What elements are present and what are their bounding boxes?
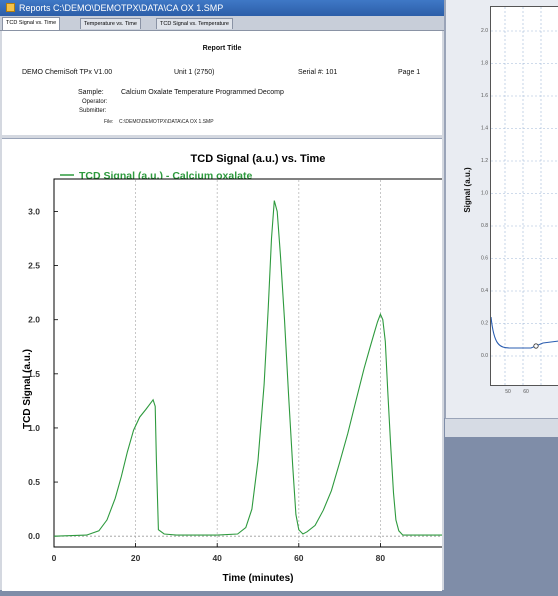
y-tick-label: 3.0 xyxy=(28,206,40,216)
series-line-calcium-oxalate xyxy=(53,200,462,537)
background-window-status-bar xyxy=(445,418,558,437)
serial-number: Serial #: 101 xyxy=(298,69,338,76)
x-tick-label: 20 xyxy=(131,553,141,563)
report-title: Report Title xyxy=(202,45,242,52)
x-tick-label: 40 xyxy=(212,553,222,563)
background-y-tick-label: 0.0 xyxy=(481,353,488,359)
background-data-marker xyxy=(533,343,539,349)
background-y-tick-label: 0.4 xyxy=(481,288,488,294)
background-y-tick-label: 1.4 xyxy=(481,126,488,132)
background-chart-xticks: 50 60 xyxy=(505,389,529,395)
x-tick-label: 80 xyxy=(376,553,386,563)
y-tick-label: 2.5 xyxy=(28,261,40,271)
y-tick-label: 1.5 xyxy=(28,369,40,379)
background-y-tick-label: 1.6 xyxy=(481,93,488,99)
background-chart-plot-area xyxy=(490,6,558,386)
x-axis-label: Time (minutes) xyxy=(223,573,294,584)
y-tick-label: 0.0 xyxy=(28,531,40,541)
background-y-tick-label: 2.0 xyxy=(481,28,488,34)
background-chart-yticks: 2.0 1.8 1.6 1.4 1.2 1.0 0.8 0.6 0.4 0.2 0.0 xyxy=(481,28,488,359)
software-version: DEMO ChemiSoft TPx V1.00 xyxy=(22,69,113,76)
window-title: Reports C:\DEMO\DEMOTPX\DATA\CA OX 1.SMP xyxy=(19,3,224,13)
background-y-tick-label: 1.2 xyxy=(481,158,488,164)
page-number: Page 1 xyxy=(398,69,421,76)
sample-label: Sample: xyxy=(78,89,104,96)
background-report-window[interactable]: Signal (a.u.) 2.0 1.8 1.6 1.4 1.2 1.0 0.8 0.6 0.… xyxy=(444,0,558,418)
chart-panel: TCD Signal (a.u.) vs. Time TCD Signal (a… xyxy=(2,138,469,591)
sample-value: Calcium Oxalate Temperature Programmed D… xyxy=(121,89,284,96)
background-y-tick-label: 0.8 xyxy=(481,223,488,229)
y-tick-label: 2.0 xyxy=(28,315,40,325)
report-header: Report Title DEMO ChemiSoft TPx V1.00 Un… xyxy=(2,31,442,135)
background-chart: Signal (a.u.) 2.0 1.8 1.6 1.4 1.2 1.0 0.8 0.6 0.… xyxy=(463,28,529,395)
tab-strip: TCD Signal vs. Time Temperature vs. Time… xyxy=(0,16,444,31)
background-chart-ylabel: Signal (a.u.) xyxy=(463,167,472,213)
operator-label: Operator: xyxy=(82,99,108,105)
x-tick-label: 0 xyxy=(52,553,57,563)
file-label: File: xyxy=(104,119,114,125)
report-icon xyxy=(6,3,15,12)
tcd-signal-chart: TCD Signal (a.u.) vs. Time TCD Signal (a… xyxy=(22,153,469,584)
submitter-label: Submitter: xyxy=(79,108,107,114)
background-y-tick-label: 1.0 xyxy=(481,191,488,197)
window-title-bar[interactable]: Reports C:\DEMO\DEMOTPX\DATA\CA OX 1.SMP xyxy=(0,0,444,16)
background-series-line xyxy=(490,316,558,349)
tab-tcd-signal-vs-time[interactable]: TCD Signal vs. Time xyxy=(2,17,61,30)
y-axis-label: TCD Signal (a.u.) xyxy=(22,349,33,429)
background-x-tick-label: 60 xyxy=(523,389,529,395)
chart-title: TCD Signal (a.u.) vs. Time xyxy=(191,153,326,165)
tab-tcd-signal-vs-temperature[interactable]: TCD Signal vs. Temperature xyxy=(156,18,233,29)
y-tick-label: 1.0 xyxy=(28,423,40,433)
unit-label: Unit 1 (2750) xyxy=(174,69,215,76)
tab-temperature-vs-time[interactable]: Temperature vs. Time xyxy=(80,18,141,29)
report-window: Reports C:\DEMO\DEMOTPX\DATA\CA OX 1.SMP… xyxy=(0,0,469,591)
background-y-tick-label: 0.2 xyxy=(481,321,488,327)
background-y-tick-label: 1.8 xyxy=(481,61,488,67)
plot-area xyxy=(53,178,463,548)
file-path: C:\DEMO\DEMOTPX\DATA\CA OX 1.SMP xyxy=(119,119,214,125)
x-tick-label: 60 xyxy=(294,553,304,563)
background-x-tick-label: 50 xyxy=(505,389,511,395)
y-tick-label: 0.5 xyxy=(28,477,40,487)
background-y-tick-label: 0.6 xyxy=(481,256,488,262)
